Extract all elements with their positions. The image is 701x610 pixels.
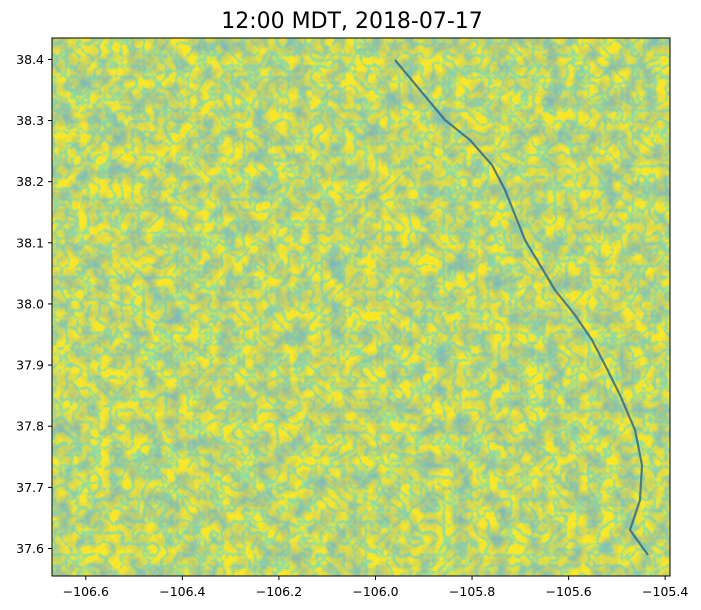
- y-tick-label: 37.6: [16, 541, 44, 556]
- x-tick-label: −105.6: [545, 584, 591, 599]
- y-tick-label: 38.2: [16, 174, 44, 189]
- x-tick-label: −106.4: [159, 584, 205, 599]
- y-tick-label: 38.0: [16, 296, 44, 311]
- x-tick-label: −106.6: [63, 584, 109, 599]
- plot-frame: [51, 37, 671, 577]
- y-tick-label: 38.1: [16, 235, 44, 250]
- y-tick-label: 38.4: [16, 52, 44, 67]
- x-tick-label: −105.8: [449, 584, 495, 599]
- map-raster: [52, 38, 670, 576]
- y-tick-label: 37.9: [16, 358, 44, 373]
- x-tick-label: −105.4: [642, 584, 688, 599]
- y-tick-label: 37.7: [16, 480, 44, 495]
- x-tick-label: −106.2: [256, 584, 302, 599]
- y-tick-label: 37.8: [16, 419, 44, 434]
- y-tick-label: 38.3: [16, 113, 44, 128]
- map-title: 12:00 MDT, 2018-07-17: [221, 9, 483, 34]
- raster-pattern-fine: [52, 38, 670, 576]
- x-axis: −106.6 −106.4 −106.2 −106.0 −105.8 −105.6 −105…: [63, 576, 688, 599]
- x-tick-label: −106.0: [352, 584, 398, 599]
- drainage-channel-east: [394, 59, 649, 556]
- y-axis: 37.6 37.7 37.8 37.9 38.0 38.1 38.2 38.3 38.4: [16, 52, 52, 556]
